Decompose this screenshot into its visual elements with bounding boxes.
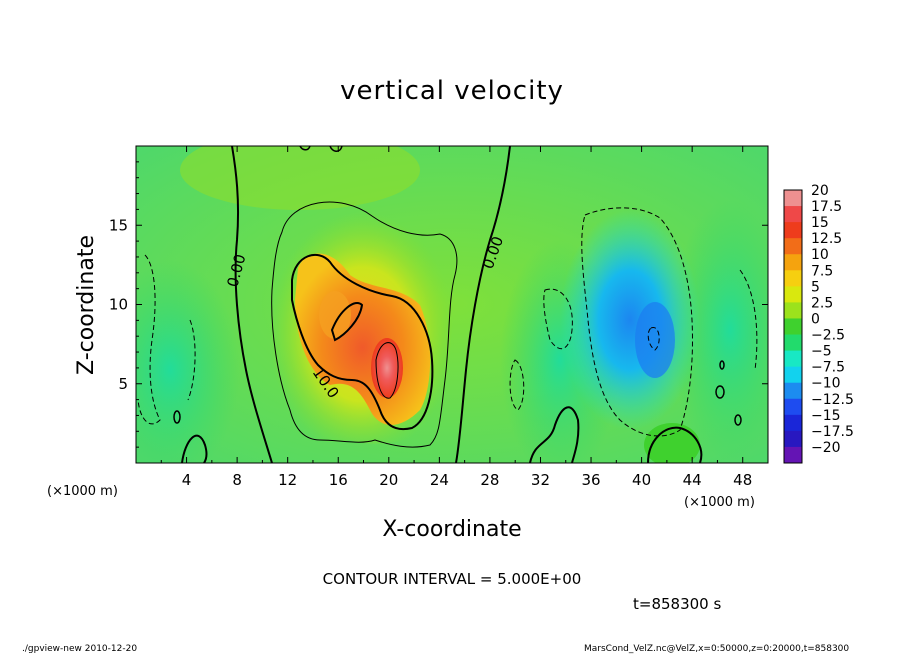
y-tick-label: 10 [109,296,128,314]
colorbar-swatch [784,350,802,368]
x-tick-label: 44 [683,471,702,489]
colorbar-label: −7.5 [811,360,845,376]
colorbar-label: −5 [811,344,832,360]
green-bubble-right [644,423,700,463]
y-tick-label: 15 [109,216,128,234]
negative-contours [137,207,758,437]
colorbar-label: 0 [811,311,820,327]
colorbar-swatch [784,206,802,223]
colorbar-label: 17.5 [811,199,842,215]
zero-contour-bottom-c [647,426,703,463]
colorbar-label: −17.5 [811,424,854,440]
x-tick-label: 24 [430,471,449,489]
contour-interval: CONTOUR INTERVAL = 5.000E+00 [323,570,582,588]
colorbar-frame [783,189,803,464]
y-axis-title: Z-coordinate [74,235,99,375]
x-tick-label: 8 [232,471,242,489]
colorbar-label: −12.5 [811,392,854,408]
contour-15 [375,342,399,399]
upper-warm-band [180,146,420,210]
zero-contour-right [455,146,511,463]
y-axis: 5 10 15 [109,161,768,448]
colorbar-label: 12.5 [811,231,842,247]
colorbar-swatch [784,270,802,287]
x-tick-label: 20 [379,471,398,489]
colorbar-swatch [784,414,802,432]
colorbar-swatch [784,382,802,400]
colorbar-swatch [784,318,802,336]
downdraft-core [635,302,675,378]
colorbar-label: −20 [811,440,841,456]
zero-contour-left [231,146,273,463]
zero-contour-bottom-b [529,406,580,463]
x-axis-title: X-coordinate [382,517,521,542]
y-tick-label: 5 [118,375,128,393]
colorbar-swatch [784,238,802,255]
colorbar-swatch [784,222,802,239]
colorbar-swatch [784,302,802,319]
x-tick-label: 16 [329,471,348,489]
x-tick-label: 36 [581,471,600,489]
contour-10 [291,253,434,430]
x-tick-label: 40 [632,471,651,489]
x-tick-label: 32 [531,471,550,489]
colorbar-swatch [784,446,802,464]
footer-right: MarsCond_VelZ.nc@VelZ,x=0:50000,z=0:2000… [584,644,849,654]
x-tick-label: 28 [480,471,499,489]
colorbar-label: 2.5 [811,295,833,311]
colorbar-swatch [784,254,802,271]
colorbar-label: 10 [811,247,829,263]
x-tick-label: 4 [182,471,192,489]
colorbar-label: 7.5 [811,263,833,279]
left-lobe-inner [319,291,351,339]
colorbar-label: 15 [811,215,829,231]
colorbar-swatch [784,190,802,207]
colorbar-swatch [784,286,802,303]
colorbar-label: 5 [811,279,820,295]
colorbar-label: 20 [811,183,829,199]
x-tick-label: 12 [278,471,297,489]
colorbar: 2017.51512.5107.552.50−2.5−5−7.5−10−12.5… [783,183,854,464]
heatmap-field [136,146,768,463]
contour-10-inner [330,302,364,342]
colorbar-swatch [784,430,802,448]
footer-left: ./gpview-new 2010-12-20 [22,644,137,654]
contour-5 [271,201,458,448]
x-tick-label: 48 [733,471,752,489]
chart-title: vertical velocity [340,76,564,106]
colorbar-swatch [784,334,802,352]
colorbar-swatch [784,366,802,384]
x-unit-right: (×1000 m) [684,495,755,510]
teal-region-left [136,260,240,463]
x-axis: 4 8 12 16 20 24 28 32 36 40 44 48 [160,146,752,489]
time-label: t=858300 s [633,595,721,613]
downdraft-region [560,210,700,430]
updraft-max [371,338,403,398]
zero-contour-bottom-a [181,434,208,463]
colorbar-label: −10 [811,376,841,392]
colorbar-label: −15 [811,408,841,424]
colorbar-swatch [784,398,802,416]
colorbar-label: −2.5 [811,328,845,344]
x-unit-left: (×1000 m) [47,484,118,499]
teal-region-right [670,200,768,460]
